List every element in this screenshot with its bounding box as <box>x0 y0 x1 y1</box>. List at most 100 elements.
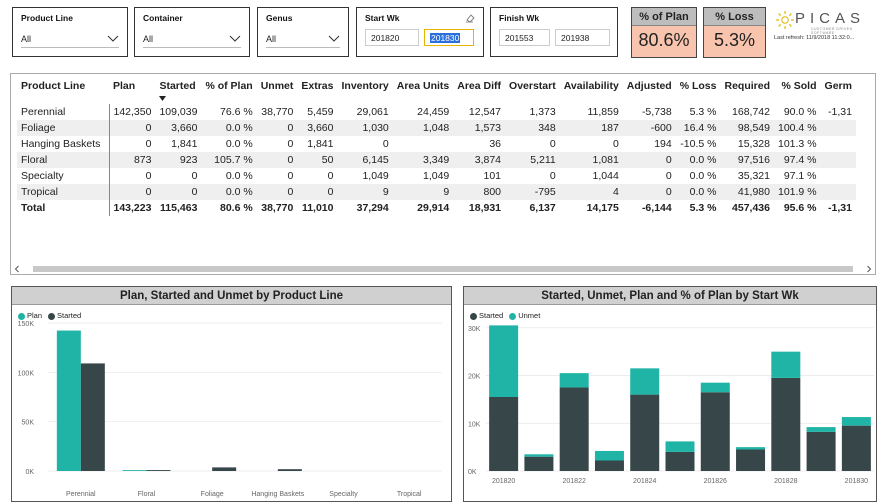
bar-unmet <box>700 382 730 393</box>
table-cell: 5,459 <box>307 106 334 118</box>
legend-item-started[interactable]: Started <box>470 311 503 320</box>
table-cell: 29,914 <box>417 202 450 214</box>
col-header[interactable]: % of Plan <box>205 80 253 92</box>
table-cell: -795 <box>505 184 560 200</box>
product-line-slicer: Product Line All <box>12 7 128 57</box>
col-header[interactable]: Overstart <box>509 80 556 92</box>
table-cell: 0 <box>145 170 152 182</box>
table-cell: 0 <box>256 120 298 136</box>
table-cell: 15,328 <box>737 138 770 150</box>
table-cell: 1,049 <box>422 170 450 182</box>
table-row[interactable]: Perennial 142,350 109,039 76.6 % 38,770 5,459… <box>17 104 856 120</box>
table-cell: 37,294 <box>356 202 389 214</box>
bar-unmet <box>841 417 871 426</box>
bar-started <box>212 467 237 471</box>
table-cell: 95.6 % <box>783 202 817 214</box>
col-header[interactable]: Area Diff <box>457 80 502 92</box>
start-wk-to-input[interactable]: 201830 <box>424 29 474 46</box>
legend-item-unmet[interactable]: Unmet <box>509 311 540 320</box>
bar-started <box>700 392 730 471</box>
chart-plot: 0K 10K 20K 30K 201820 201822 201824 201826 20182… <box>468 325 874 485</box>
legend-item-started[interactable]: Started <box>48 311 81 320</box>
table-cell: 101.9 % <box>774 184 821 200</box>
table-cell: 16.4 % <box>675 120 721 136</box>
table-cell: 168,742 <box>732 106 770 118</box>
table-cell: 873 <box>109 152 156 168</box>
table-cell: 0 <box>622 152 676 168</box>
table-cell <box>821 136 856 152</box>
bar-started <box>630 394 660 471</box>
table-row[interactable]: Hanging Baskets 0 1,841 0.0 % 0 1,841 0 36 0 0 194… <box>17 136 856 152</box>
x-tick-label: Tropical <box>397 491 422 498</box>
y-tick-label: 0K <box>468 469 477 476</box>
last-refresh-text: Last refresh: 11/9/2018 11:32:0... <box>774 35 855 41</box>
table-row[interactable]: Foliage 0 3,660 0.0 % 0 3,660 1,030 1,048 1,573 3… <box>17 120 856 136</box>
bar-started <box>841 425 871 471</box>
table-cell: 5,211 <box>505 152 560 168</box>
table-cell: 35,321 <box>737 170 770 182</box>
table-cell: 0 <box>622 184 676 200</box>
table-cell: Foliage <box>17 120 110 136</box>
genus-slicer: Genus All <box>257 7 349 57</box>
col-header[interactable]: Inventory <box>341 80 389 92</box>
table-cell: -600 <box>622 120 676 136</box>
table-cell: 0.0 % <box>201 120 257 136</box>
table-row[interactable]: Specialty 0 0 0.0 % 0 0 1,049 1,049 101 0 1,044 0 0.… <box>17 168 856 184</box>
matrix-table: Product Line Plan Started % of Plan Unme… <box>10 73 876 275</box>
product-line-dropdown[interactable]: All <box>21 30 119 48</box>
table-row[interactable]: Tropical 0 0 0.0 % 0 0 9 9 800 -795 4 0 0.0 % 41,980 1… <box>17 184 856 200</box>
finish-wk-from-input[interactable]: 201553 <box>499 29 550 46</box>
col-header[interactable]: Plan <box>113 80 136 92</box>
table-cell: 0.0 % <box>225 170 253 182</box>
col-header[interactable]: % Loss <box>679 80 717 92</box>
table-cell: 6,137 <box>529 202 556 214</box>
bar-unmet <box>489 325 519 397</box>
table-cell: 1,573 <box>453 120 506 136</box>
table-cell: 12,547 <box>468 106 502 118</box>
table-total-row: Total 143,223 115,463 80.6 % 38,770 11,010 37,… <box>17 200 856 216</box>
x-tick-label: 201826 <box>704 478 727 485</box>
y-tick-label: 30K <box>468 326 481 333</box>
start-wk-from-input[interactable]: 201820 <box>365 29 419 46</box>
col-header[interactable]: Availability <box>563 80 619 92</box>
table-cell: 0 <box>327 170 334 182</box>
eraser-icon[interactable] <box>465 13 475 23</box>
x-tick-label: Floral <box>138 491 156 498</box>
chevron-down-icon <box>328 35 340 42</box>
table-cell: 0 <box>145 138 152 150</box>
bar-started <box>146 470 171 471</box>
table-cell: 80.6 % <box>220 202 253 214</box>
pct-of-plan-title: % of Plan <box>632 8 696 26</box>
table-cell: 1,030 <box>337 120 393 136</box>
finish-wk-to-input[interactable]: 201938 <box>555 29 610 46</box>
col-header[interactable]: Germ <box>824 80 852 92</box>
col-header[interactable]: Extras <box>301 80 334 92</box>
container-dropdown[interactable]: All <box>143 30 241 48</box>
col-header[interactable]: Required <box>724 80 770 92</box>
table-cell: 0 <box>256 152 298 168</box>
pct-loss-value: 5.3% <box>713 30 756 50</box>
table-cell: Total <box>17 200 110 216</box>
col-header[interactable]: Unmet <box>260 80 294 92</box>
scroll-left-icon[interactable] <box>13 265 21 273</box>
table-row[interactable]: Floral 873 923 105.7 % 0 50 6,145 3,349 3,874 5,2… <box>17 152 856 168</box>
table-cell: 11,010 <box>301 202 334 214</box>
scrollbar-thumb[interactable] <box>33 266 853 272</box>
table-header-row: Product Line Plan Started % of Plan Unme… <box>17 80 856 104</box>
scroll-right-icon[interactable] <box>865 265 873 273</box>
col-header[interactable]: % Sold <box>781 80 817 92</box>
col-header-sorted[interactable]: Started <box>155 80 201 104</box>
table-cell <box>821 168 856 184</box>
y-tick-label: 20K <box>468 374 481 381</box>
chart-plot: 0K 50K 100K 150K Perennial Floral Foliage Hangi… <box>18 321 442 498</box>
legend-item-plan[interactable]: Plan <box>18 311 42 320</box>
col-header[interactable]: Area Units <box>396 80 450 92</box>
pct-of-plan-value: 80.6% <box>638 30 690 50</box>
col-header[interactable]: Adjusted <box>626 80 672 92</box>
container-slicer: Container All <box>134 7 250 57</box>
genus-dropdown[interactable]: All <box>266 30 340 48</box>
col-header[interactable]: Product Line <box>21 80 86 92</box>
horizontal-scrollbar[interactable] <box>11 264 875 274</box>
sort-desc-icon <box>159 96 167 101</box>
table-cell: 0 <box>612 138 619 150</box>
